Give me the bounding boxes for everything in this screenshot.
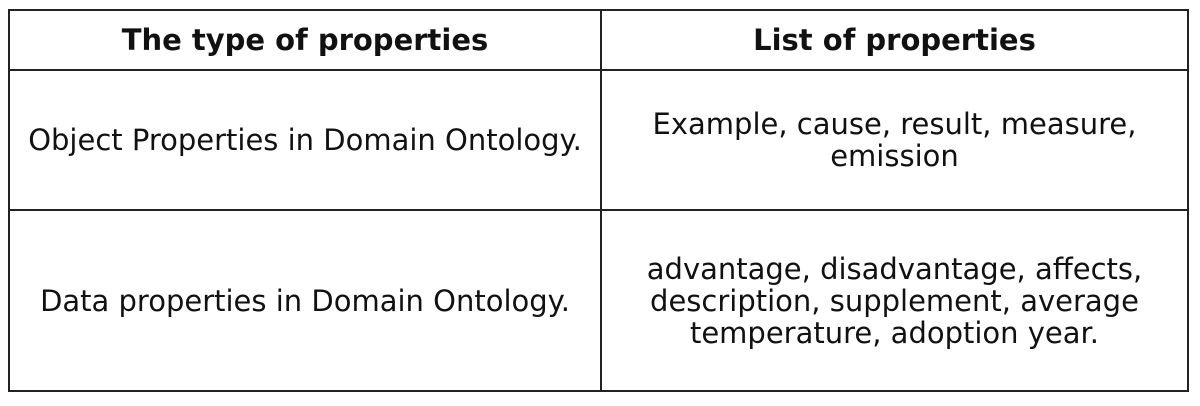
cell: Example, cause, result, measure, emissio… bbox=[600, 69, 1189, 211]
header-row: The type of properties List of propertie… bbox=[8, 9, 1189, 71]
properties-table: The type of properties List of propertie… bbox=[8, 9, 1189, 392]
table-row: Object Properties in Domain Ontology. Ex… bbox=[8, 69, 1189, 211]
cell: advantage, disadvantage, affects, descri… bbox=[600, 209, 1189, 392]
header-list: List of properties bbox=[600, 9, 1189, 71]
cell: Object Properties in Domain Ontology. bbox=[8, 69, 602, 211]
header-type: The type of properties bbox=[8, 9, 602, 71]
table-row: Data properties in Domain Ontology. adva… bbox=[8, 209, 1189, 392]
cell: Data properties in Domain Ontology. bbox=[8, 209, 602, 392]
